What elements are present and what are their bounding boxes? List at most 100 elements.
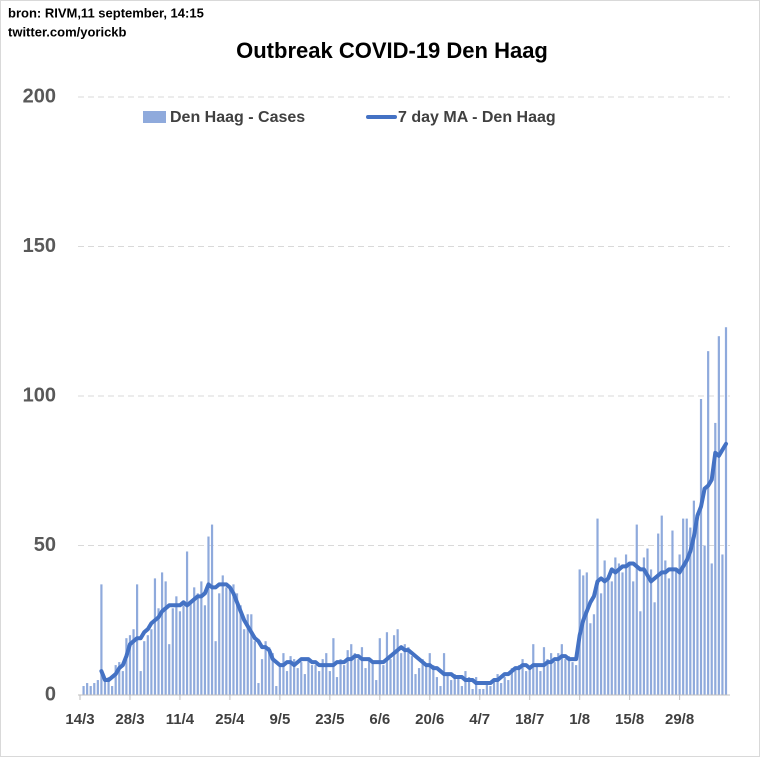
bar: [557, 653, 560, 695]
bar: [128, 635, 132, 695]
bar: [546, 659, 549, 695]
bar: [464, 671, 467, 695]
bar: [392, 635, 396, 695]
bar: [425, 665, 428, 695]
bar: [111, 686, 114, 695]
bar: [253, 641, 256, 695]
bar: [353, 653, 356, 695]
bar: [500, 683, 503, 695]
bar: [560, 644, 563, 695]
bar: [453, 674, 456, 695]
bar: [260, 659, 264, 695]
bar: [389, 659, 392, 695]
bar: [639, 611, 642, 695]
bar: [200, 581, 203, 695]
bar: [314, 665, 317, 695]
bar: [367, 659, 371, 695]
bar: [139, 671, 142, 695]
bar: [621, 572, 624, 695]
bar: [710, 563, 713, 695]
x-tick-label: 4/7: [469, 711, 490, 728]
bar: [346, 650, 349, 695]
legend-swatch: [143, 111, 166, 123]
x-tick-label: 6/6: [369, 711, 390, 728]
bar: [243, 629, 246, 695]
bar: [132, 629, 135, 695]
bar: [271, 653, 274, 695]
bar: [475, 677, 478, 695]
bar: [360, 647, 364, 695]
bar: [457, 677, 460, 695]
bar: [310, 665, 314, 695]
bar: [307, 659, 310, 695]
bar: [125, 638, 128, 695]
bar: [146, 635, 149, 695]
bar: [492, 680, 496, 695]
bar: [714, 422, 717, 695]
bar: [296, 668, 299, 695]
bar: [692, 500, 695, 695]
bar: [293, 659, 296, 695]
bar: [407, 647, 410, 695]
bar: [610, 581, 613, 695]
bar: [525, 671, 528, 695]
bar: [400, 653, 403, 695]
bar: [646, 548, 649, 695]
bar: [182, 605, 185, 695]
bar: [118, 662, 121, 695]
bar: [582, 575, 585, 695]
bar: [86, 683, 89, 695]
bar: [210, 524, 214, 695]
bar: [350, 644, 353, 695]
bar: [678, 554, 681, 695]
bar: [178, 611, 182, 695]
bar: [268, 647, 271, 695]
bar: [617, 563, 621, 695]
bar: [489, 686, 492, 695]
bar: [589, 623, 592, 695]
bar: [207, 536, 210, 695]
bar: [303, 674, 306, 695]
x-tick-label: 18/7: [515, 711, 544, 728]
bar: [417, 668, 421, 695]
bar: [114, 665, 117, 695]
bar: [232, 584, 235, 695]
y-tick-label: 200: [23, 85, 56, 107]
bar: [171, 608, 174, 695]
credit-note: twitter.com/yorickb: [8, 24, 127, 39]
bar: [539, 671, 542, 695]
bar: [175, 596, 178, 695]
bar: [450, 680, 453, 695]
bar: [196, 593, 199, 695]
bar: [496, 674, 499, 695]
bar: [100, 584, 103, 695]
bar: [649, 569, 653, 695]
bar: [460, 686, 463, 695]
bar: [153, 578, 157, 695]
bar: [471, 689, 474, 695]
bar: [96, 680, 99, 695]
bar: [221, 575, 224, 695]
bar: [446, 674, 449, 695]
y-tick-label: 50: [34, 534, 56, 556]
bar: [410, 656, 414, 695]
bar: [335, 677, 339, 695]
bar: [635, 524, 638, 695]
bar: [657, 533, 660, 695]
bar: [421, 659, 424, 695]
x-tick-label: 14/3: [65, 711, 94, 728]
bar: [300, 662, 303, 695]
bar: [246, 614, 249, 695]
bar: [93, 683, 96, 695]
bar: [375, 680, 378, 695]
bar: [614, 557, 617, 695]
bar: [567, 656, 571, 695]
bar: [485, 683, 488, 695]
bar: [239, 605, 242, 695]
bar: [160, 572, 164, 695]
bar: [378, 638, 381, 695]
bar: [510, 668, 513, 695]
bar: [318, 671, 321, 695]
bar: [321, 659, 324, 695]
